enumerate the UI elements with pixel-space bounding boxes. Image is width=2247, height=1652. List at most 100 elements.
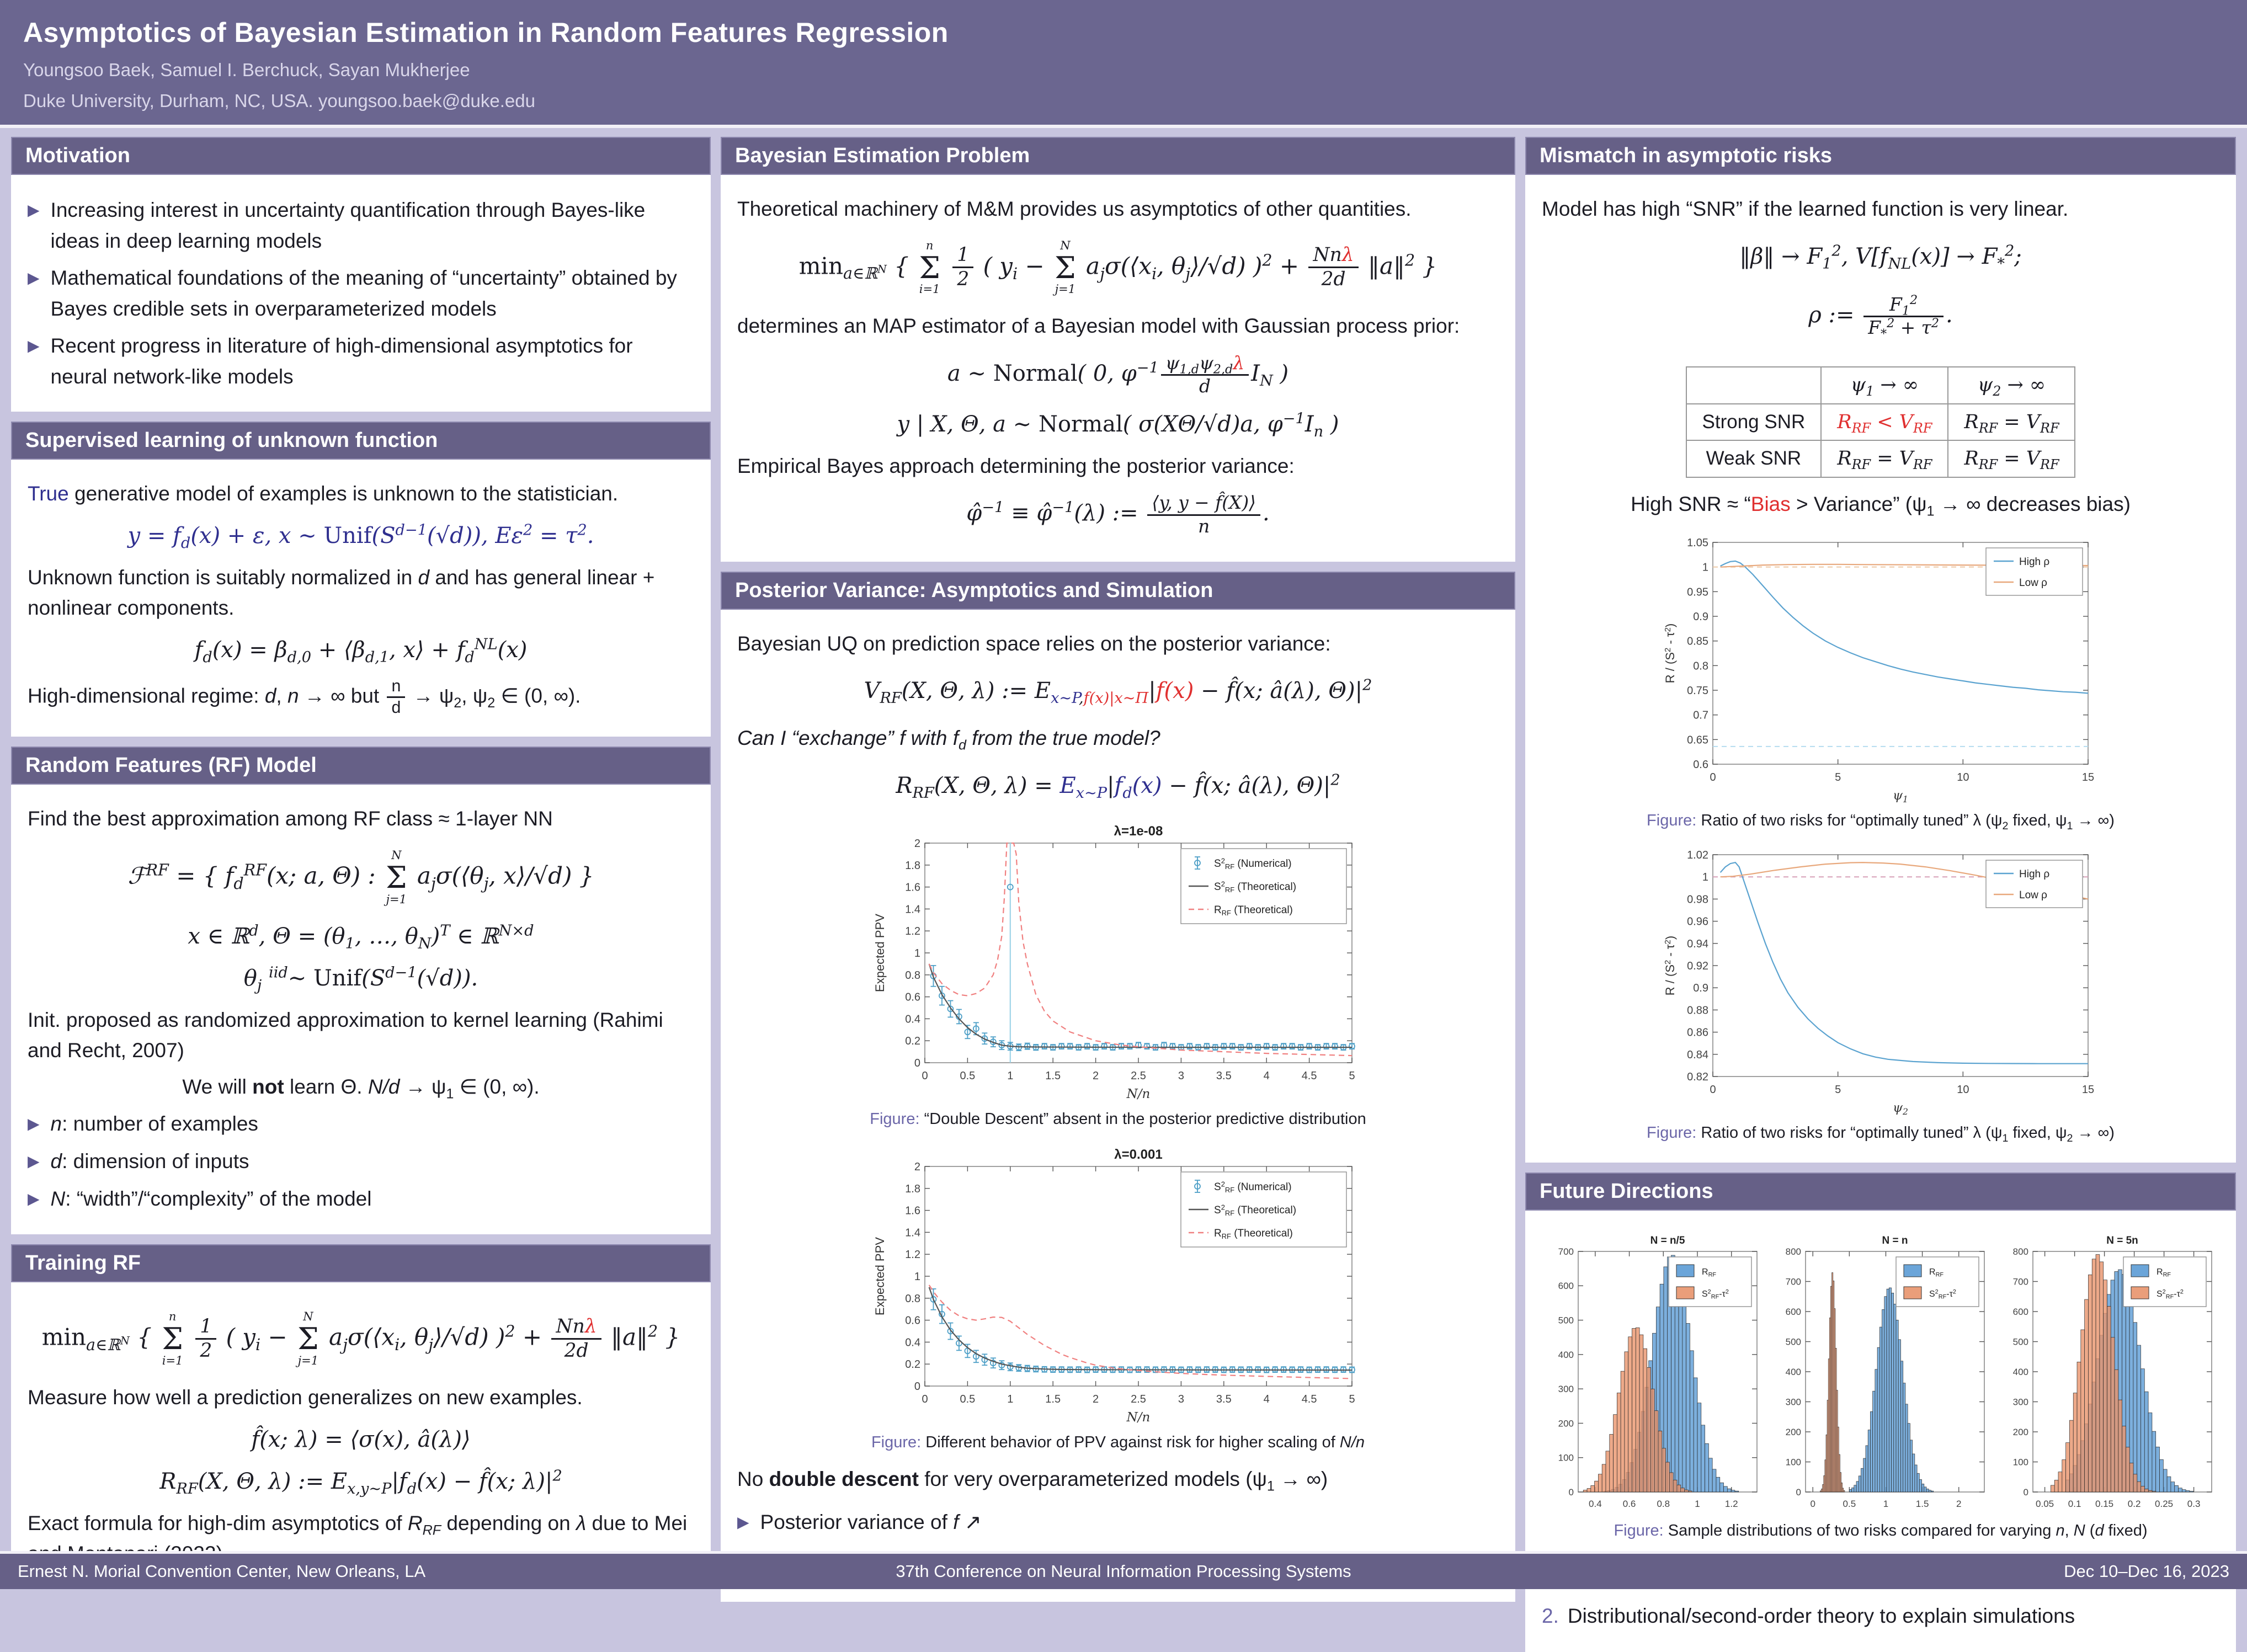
table-col-header: ψ1 → ∞ bbox=[1820, 366, 1949, 404]
item-text: Distributional/second-order theory to ex… bbox=[1567, 1604, 2075, 1627]
svg-text:0.6: 0.6 bbox=[1623, 1499, 1636, 1509]
svg-text:300: 300 bbox=[1558, 1384, 1574, 1394]
svg-text:0.86: 0.86 bbox=[1687, 1026, 1708, 1038]
poster-affiliation: Duke University, Durham, NC, USA. youngs… bbox=[23, 90, 535, 111]
svg-text:0.84: 0.84 bbox=[1687, 1049, 1708, 1061]
bullet-icon: ▶ bbox=[28, 1115, 40, 1133]
poster-authors: Youngsoo Baek, Samuel I. Berchuck, Sayan… bbox=[23, 60, 470, 80]
caption-text: Ratio of two risks for “optimally tuned”… bbox=[1701, 812, 2115, 832]
svg-text:0.9: 0.9 bbox=[1693, 982, 1708, 994]
svg-text:4.5: 4.5 bbox=[1302, 1070, 1317, 1082]
svg-text:1.2: 1.2 bbox=[905, 1249, 920, 1261]
section-posterior-variance: Posterior Variance: Asymptotics and Simu… bbox=[721, 571, 1515, 1602]
caption-figure-label: Figure: bbox=[1614, 1521, 1664, 1539]
bullet-text: Mathematical foundations of the meaning … bbox=[50, 267, 677, 320]
svg-text:0.5: 0.5 bbox=[960, 1393, 975, 1405]
svg-text:1.4: 1.4 bbox=[905, 903, 920, 915]
bullet-text: Increasing interest in uncertainty quant… bbox=[50, 199, 646, 252]
section-body: Theoretical machinery of M&M provides us… bbox=[721, 175, 1515, 562]
equation-rrf: RRF(X, Θ, λ) = Ex∼P|fd(x) − f̂(x; â(λ), … bbox=[896, 771, 1340, 802]
column-right: Mismatch in asymptotic risks Model has h… bbox=[1525, 137, 2236, 1652]
svg-text:1.8: 1.8 bbox=[905, 1182, 920, 1195]
footer-dates: Dec 10–Dec 16, 2023 bbox=[2064, 1562, 2229, 1581]
paragraph: Find the best approximation among RF cla… bbox=[28, 807, 553, 830]
paragraph: Empirical Bayes approach determining the… bbox=[737, 454, 1295, 477]
svg-text:4: 4 bbox=[1264, 1393, 1270, 1405]
svg-text:1.05: 1.05 bbox=[1687, 537, 1708, 549]
bullet-item: ▶ Mathematical foundations of the meaning… bbox=[28, 263, 694, 324]
snr-table: ψ1 → ∞ ψ2 → ∞ Strong SNR RRF < VRF RRF =… bbox=[1685, 366, 2076, 478]
svg-text:0.4: 0.4 bbox=[905, 1013, 920, 1025]
svg-text:1: 1 bbox=[1883, 1499, 1888, 1509]
svg-text:0.98: 0.98 bbox=[1687, 893, 1708, 905]
svg-text:0.8: 0.8 bbox=[905, 969, 920, 982]
paragraph: True generative model of examples is unk… bbox=[28, 482, 619, 505]
bullet-text: n: number of examples bbox=[50, 1112, 258, 1136]
svg-text:1: 1 bbox=[1007, 1070, 1013, 1082]
svg-text:0.2: 0.2 bbox=[905, 1035, 920, 1047]
caption-text: Sample distributions of two risks compar… bbox=[1668, 1521, 2148, 1539]
table-col-header: ψ2 → ∞ bbox=[1947, 366, 2076, 404]
svg-text:0.75: 0.75 bbox=[1687, 685, 1708, 697]
bullet-item: ▶ Posterior variance of f ↗ bbox=[737, 1507, 1499, 1538]
svg-text:10: 10 bbox=[1957, 771, 1969, 784]
svg-text:400: 400 bbox=[1786, 1367, 1801, 1377]
svg-text:R / (S2 - τ2): R / (S2 - τ2) bbox=[1663, 936, 1677, 995]
histogram-row: 0 100 200 300 400 500 600 700 0.4 0.6 0.8 1 1.2 N = n… bbox=[1542, 1224, 2219, 1516]
table-cell: RRF = VRF bbox=[1947, 440, 2076, 478]
svg-text:2: 2 bbox=[1093, 1070, 1099, 1082]
caption-figure-label: Figure: bbox=[1647, 812, 1697, 830]
svg-text:2: 2 bbox=[1093, 1393, 1099, 1405]
svg-text:0.2: 0.2 bbox=[905, 1358, 920, 1371]
poster-title: Asymptotics of Bayesian Estimation in Ra… bbox=[23, 17, 949, 48]
svg-text:Low ρ: Low ρ bbox=[2019, 577, 2047, 589]
bullet-icon: ▶ bbox=[28, 337, 40, 354]
svg-text:0.92: 0.92 bbox=[1687, 960, 1708, 972]
svg-text:800: 800 bbox=[1786, 1246, 1801, 1257]
svg-text:0.8: 0.8 bbox=[905, 1292, 920, 1304]
svg-text:5: 5 bbox=[1349, 1070, 1355, 1082]
section-body: Model has high “SNR” if the learned func… bbox=[1525, 175, 2236, 1163]
svg-text:0: 0 bbox=[1810, 1499, 1815, 1509]
svg-text:0.88: 0.88 bbox=[1687, 1004, 1708, 1016]
section-motivation: Motivation ▶ Increasing interest in uncer… bbox=[11, 137, 711, 412]
svg-text:400: 400 bbox=[2013, 1367, 2028, 1377]
svg-text:RRF (Theoretical): RRF (Theoretical) bbox=[1214, 904, 1293, 917]
svg-text:700: 700 bbox=[1786, 1276, 1801, 1287]
paragraph-high-snr: High SNR ≈ “Bias > Variance” (ψ1 → ∞ dec… bbox=[1631, 492, 2131, 519]
section-header: Random Features (RF) Model bbox=[11, 747, 711, 785]
svg-text:Expected PPV: Expected PPV bbox=[873, 1237, 887, 1315]
bullet-icon: ▶ bbox=[28, 201, 40, 219]
svg-text:1: 1 bbox=[1702, 562, 1708, 574]
equation-fd-decomposition: fd(x) = βd,0 + ⟨βd,1, x⟩ + fdNL(x) bbox=[194, 636, 528, 666]
svg-text:0.15: 0.15 bbox=[2095, 1499, 2113, 1509]
svg-text:1.4: 1.4 bbox=[905, 1227, 920, 1239]
chart-ppv-lambda-0.001: 0 0.2 0.4 0.6 0.8 1 1.2 1.4 1.6 1.8 2 0 0.5 1 1.5 2 2.5 3… bbox=[870, 1141, 1366, 1428]
equation-generative-model: y = fd(x) + ε, x ∼ Unif(Sd−1(√d)), Eε2 =… bbox=[127, 521, 594, 552]
svg-text:0.6: 0.6 bbox=[1693, 759, 1708, 771]
svg-text:RRF: RRF bbox=[1929, 1267, 1944, 1278]
svg-text:S2RF (Numerical): S2RF (Numerical) bbox=[1214, 1180, 1292, 1193]
svg-text:0.05: 0.05 bbox=[2036, 1499, 2054, 1509]
svg-text:100: 100 bbox=[2013, 1457, 2028, 1467]
svg-text:0: 0 bbox=[1710, 771, 1716, 784]
svg-text:N/n: N/n bbox=[1126, 1410, 1151, 1425]
caption-text: Different behavior of PPV against risk f… bbox=[925, 1433, 1365, 1451]
equation-vrf: VRF(X, Θ, λ) := Ex∼P,f(x)|x∼Π|f(x) − f̂(… bbox=[864, 677, 1372, 707]
svg-text:0: 0 bbox=[1710, 1084, 1716, 1096]
svg-text:R / (S2 - τ2): R / (S2 - τ2) bbox=[1663, 624, 1677, 683]
svg-text:200: 200 bbox=[1786, 1427, 1801, 1437]
paragraph: determines an MAP estimator of a Bayesia… bbox=[737, 315, 1460, 338]
svg-text:1.6: 1.6 bbox=[905, 1205, 920, 1217]
svg-text:700: 700 bbox=[1558, 1246, 1574, 1257]
section-header: Training RF bbox=[11, 1244, 711, 1283]
paragraph: Measure how well a prediction generalize… bbox=[28, 1386, 583, 1409]
svg-text:3.5: 3.5 bbox=[1216, 1070, 1232, 1082]
bullet-item: ▶ Increasing interest in uncertainty quan… bbox=[28, 195, 694, 256]
svg-text:600: 600 bbox=[1786, 1307, 1801, 1317]
svg-text:15: 15 bbox=[2082, 1084, 2094, 1096]
